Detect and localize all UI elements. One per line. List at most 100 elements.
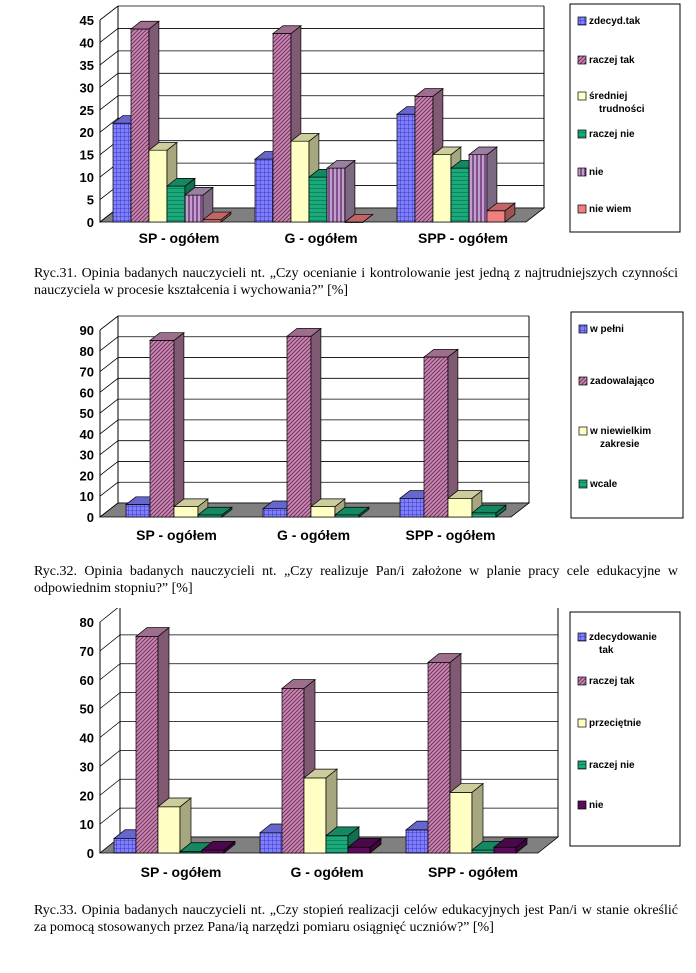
legend-swatch <box>577 129 587 139</box>
y-tick-label: 30 <box>80 759 94 774</box>
legend-swatch <box>577 760 587 770</box>
chart-1: 0 5 10 15 20 25 30 35 40 45 SP - ogółem G - ogółem S… <box>80 3 681 246</box>
chart-3: 0 10 20 30 40 50 60 70 80 SP - ogółem G - ogółem SP… <box>80 605 681 880</box>
legend-box <box>569 611 681 847</box>
gridline-side <box>99 315 119 331</box>
caption-3: Ryc.33. Opinia badanych nauczycieli nt. … <box>34 903 678 935</box>
y-tick-label: 40 <box>80 35 94 50</box>
gridline-side <box>99 336 119 352</box>
chart-block-1: 0 5 10 15 20 25 30 35 40 45 SP - ogółem G - ogółem S… <box>0 0 696 260</box>
gridline-side <box>99 663 121 681</box>
legend: w pełni zadowalająco w niewielkim zakresie w… <box>570 311 684 519</box>
category-label: G - ogółem <box>277 527 350 543</box>
y-tick-label: 15 <box>80 148 94 163</box>
y-tick-label: 30 <box>80 448 94 463</box>
gridline-side <box>99 721 121 738</box>
gridline-side <box>99 398 119 414</box>
gridline-side <box>99 117 119 133</box>
y-tick-label: 20 <box>80 788 94 803</box>
gridline-side <box>99 28 119 43</box>
gridline-side <box>99 605 121 623</box>
y-tick-label: 0 <box>87 510 94 525</box>
bar-0-4 <box>201 840 236 854</box>
legend-label: zdecydowanie <box>589 632 657 643</box>
gridline-side <box>99 481 119 497</box>
legend-swatch <box>577 718 587 728</box>
legend-swatch <box>577 55 587 65</box>
legend-box <box>569 3 681 233</box>
legend-label: średniej <box>589 91 628 102</box>
gridline-side <box>99 634 121 652</box>
y-tick-label: 0 <box>87 846 94 861</box>
y-tick-label: 60 <box>80 385 94 400</box>
caption-1: Ryc.31. Opinia badanych nauczycieli nt. … <box>34 266 678 298</box>
legend-label: raczej nie <box>589 760 635 771</box>
bar-1-3 <box>333 506 370 518</box>
category-label: SP - ogółem <box>136 527 217 543</box>
gridline-side <box>99 440 119 455</box>
y-tick-label: 80 <box>80 344 94 359</box>
legend-swatch <box>577 204 587 214</box>
legend-swatch <box>577 800 587 810</box>
legend-label: zadowalająco <box>590 376 654 387</box>
bar-1-4 <box>325 159 356 223</box>
y-tick-label: 5 <box>87 193 94 208</box>
legend-swatch <box>577 167 587 177</box>
y-tick-label: 80 <box>80 615 94 630</box>
legend-box <box>570 311 684 519</box>
y-tick-label: 10 <box>80 170 94 185</box>
y-tick-label: 0 <box>87 215 94 230</box>
y-tick-label: 40 <box>80 731 94 746</box>
category-label: SPP - ogółem <box>428 864 518 880</box>
gridline-side <box>99 50 119 66</box>
bar-1-5 <box>343 213 374 223</box>
bar-2-1 <box>422 348 459 518</box>
bar-1-1 <box>285 327 322 518</box>
category-label: SP - ogółem <box>139 230 220 246</box>
bar-2-3 <box>470 504 507 518</box>
gridline-side <box>99 807 121 825</box>
gridline-side <box>99 419 119 435</box>
legend-swatch <box>577 91 587 101</box>
category-label: SPP - ogółem <box>418 230 508 246</box>
gridline-side <box>99 692 121 709</box>
y-tick-label: 70 <box>80 644 94 659</box>
bar-0-5 <box>201 211 232 223</box>
y-tick-label: 50 <box>80 702 94 717</box>
legend-label: trudności <box>599 104 645 115</box>
legend-swatch <box>578 479 588 489</box>
gridline-side <box>99 73 119 88</box>
legend-label: w pełni <box>589 324 624 335</box>
gridline-side <box>99 778 121 796</box>
legend-label: raczej tak <box>589 55 635 66</box>
category-label: G - ogółem <box>290 864 363 880</box>
bar-2-2 <box>449 782 484 854</box>
gridline-side <box>99 750 121 767</box>
legend-swatch <box>578 324 588 334</box>
y-tick-label: 20 <box>80 468 94 483</box>
category-label: SPP - ogółem <box>406 527 496 543</box>
y-tick-label: 40 <box>80 427 94 442</box>
legend-label: tak <box>599 645 614 656</box>
bar-0-2 <box>157 797 192 854</box>
legend-swatch <box>578 426 588 436</box>
legend-swatch <box>577 632 587 642</box>
chart-2: 0 10 20 30 40 50 60 70 80 90 SP - ogółem G - ogółem… <box>80 311 684 543</box>
legend-label: nie <box>589 167 604 178</box>
legend-swatch <box>577 676 587 686</box>
y-tick-label: 45 <box>80 13 94 28</box>
gridline-side <box>99 357 119 372</box>
y-tick-label: 30 <box>80 80 94 95</box>
legend-swatch <box>577 16 587 26</box>
legend-label: wcale <box>589 479 618 490</box>
legend-label: zdecyd.tak <box>589 16 641 27</box>
y-tick-label: 10 <box>80 817 94 832</box>
chart-block-2: 0 10 20 30 40 50 60 70 80 90 SP - ogółem G - ogółem… <box>0 310 696 560</box>
caption-2: Ryc.32. Opinia badanych nauczycieli nt. … <box>34 564 678 596</box>
legend: zdecyd.tak raczej tak średniej trudności rac… <box>569 3 681 233</box>
y-tick-label: 90 <box>80 323 94 338</box>
y-tick-label: 25 <box>80 103 94 118</box>
y-tick-label: 10 <box>80 489 94 504</box>
bar-1-2 <box>309 498 346 518</box>
bar-0-3 <box>196 506 233 518</box>
